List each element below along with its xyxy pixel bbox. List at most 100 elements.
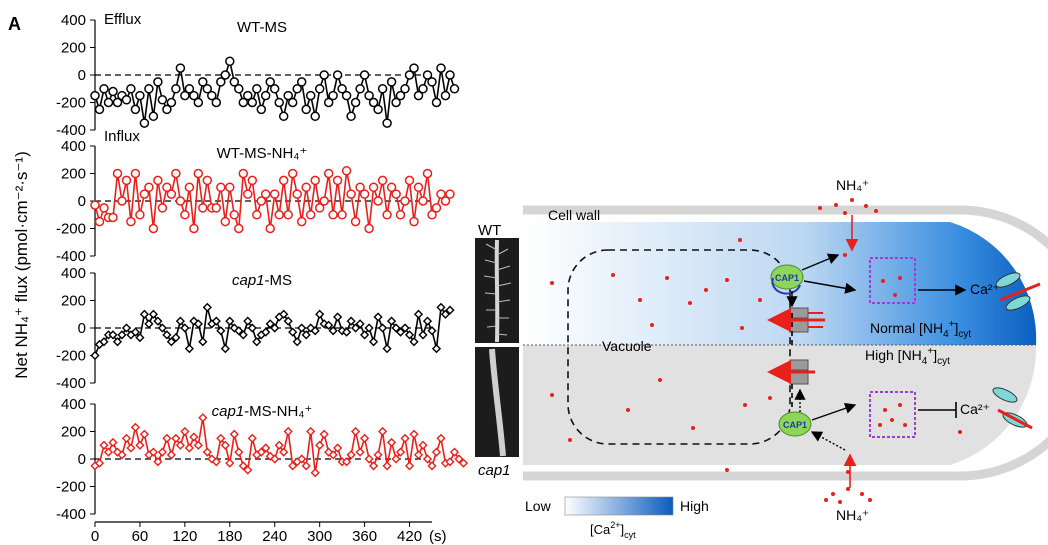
data-point: [225, 458, 235, 468]
data-point: [148, 111, 159, 122]
data-point: [207, 90, 217, 101]
data-point: [260, 189, 271, 199]
data-point: [445, 70, 455, 80]
cell-wall: [523, 205, 1048, 481]
y-tick-label: 0: [78, 193, 86, 210]
data-point: [180, 210, 190, 220]
x-tick-label: 120: [172, 528, 197, 545]
data-point: [175, 196, 186, 206]
data-point: [377, 323, 388, 333]
chart-panel-1: 400 200 0 -200 -400 WT-MS: [56, 12, 460, 139]
y-tick-label: 400: [61, 12, 86, 29]
nh4-dots: [550, 198, 962, 504]
data-point: [99, 440, 109, 450]
root-hairs: [483, 243, 512, 336]
data-point: [368, 461, 379, 471]
data-point: [288, 461, 298, 471]
data-point: [413, 309, 424, 319]
data-point: [404, 70, 415, 80]
data-point: [314, 84, 325, 94]
data-point: [346, 111, 356, 122]
data-point: [189, 432, 199, 442]
data-point: [216, 182, 226, 193]
data-point: [319, 429, 329, 439]
data-point: [351, 426, 361, 437]
chart-title: cap1-MS-NH₄⁺: [212, 403, 313, 420]
data-point: [297, 454, 307, 464]
data-point: [427, 77, 437, 87]
data-point: [346, 450, 356, 460]
data-point: [274, 97, 284, 108]
data-point: [265, 77, 275, 87]
data-point: [292, 189, 302, 199]
data-point: [202, 302, 212, 312]
y-tick-label: 200: [61, 293, 86, 310]
data-point: [225, 316, 235, 326]
y-tick-label: 0: [78, 67, 86, 84]
y-tick-label: 200: [61, 40, 86, 57]
data-point: [364, 323, 374, 333]
data-point: [382, 118, 392, 128]
data-point: [310, 111, 320, 122]
data-point: [252, 210, 262, 220]
data-point: [193, 97, 204, 108]
data-point: [333, 312, 343, 322]
data-point: [94, 458, 105, 468]
flux-charts: 400 200 0 -200 -400 WT-MS 400 200 0 -200 -400 WT-MS…: [56, 12, 469, 545]
data-point: [373, 196, 383, 206]
cell-wall-label: Cell wall: [548, 207, 600, 223]
data-point: [220, 216, 231, 227]
data-point: [360, 433, 370, 443]
data-point: [341, 166, 352, 176]
data-point: [175, 440, 185, 450]
normal-label: Normal [NH4+]cyt: [870, 319, 971, 340]
data-point: [445, 457, 455, 467]
data-point: [184, 443, 194, 453]
data-point: [413, 450, 424, 460]
data-point: [139, 429, 150, 439]
data-point: [171, 333, 181, 343]
data-point: [319, 70, 329, 80]
data-point: [130, 327, 141, 337]
data-point: [144, 319, 154, 329]
data-point: [126, 216, 136, 227]
data-point: [117, 450, 127, 460]
x-unit: (s): [429, 528, 447, 545]
data-point: [346, 189, 356, 199]
data-point: [211, 316, 221, 326]
data-point: [296, 77, 307, 87]
data-point: [328, 326, 338, 336]
data-point: [99, 337, 109, 347]
data-point: [449, 447, 460, 457]
data-point: [153, 316, 163, 326]
data-point: [422, 316, 433, 326]
data-point: [130, 168, 141, 179]
data-point: [301, 104, 311, 115]
data-point: [189, 223, 199, 234]
data-point: [234, 84, 244, 94]
data-point: [427, 210, 437, 220]
chart-title: WT-MS: [237, 19, 287, 36]
data-point: [135, 440, 145, 450]
data-point: [422, 70, 433, 80]
wt-label: WT: [478, 222, 501, 239]
data-point: [112, 447, 123, 457]
data-point: [229, 210, 240, 220]
data-point: [261, 443, 271, 453]
data-point: [144, 182, 154, 193]
data-point: [238, 168, 249, 179]
data-point: [139, 309, 150, 319]
data-point: [216, 77, 226, 87]
data-point: [148, 447, 159, 457]
store-box-top: [869, 257, 916, 304]
data-point: [431, 203, 442, 213]
data-point: [162, 330, 172, 340]
data-point: [117, 196, 127, 206]
data-point: [175, 316, 185, 326]
data-point: [283, 210, 293, 220]
y-tick-label: -200: [56, 348, 86, 365]
data-point: [243, 316, 253, 326]
data-point: [162, 433, 172, 443]
data-point: [359, 70, 370, 80]
data-point: [287, 168, 298, 179]
